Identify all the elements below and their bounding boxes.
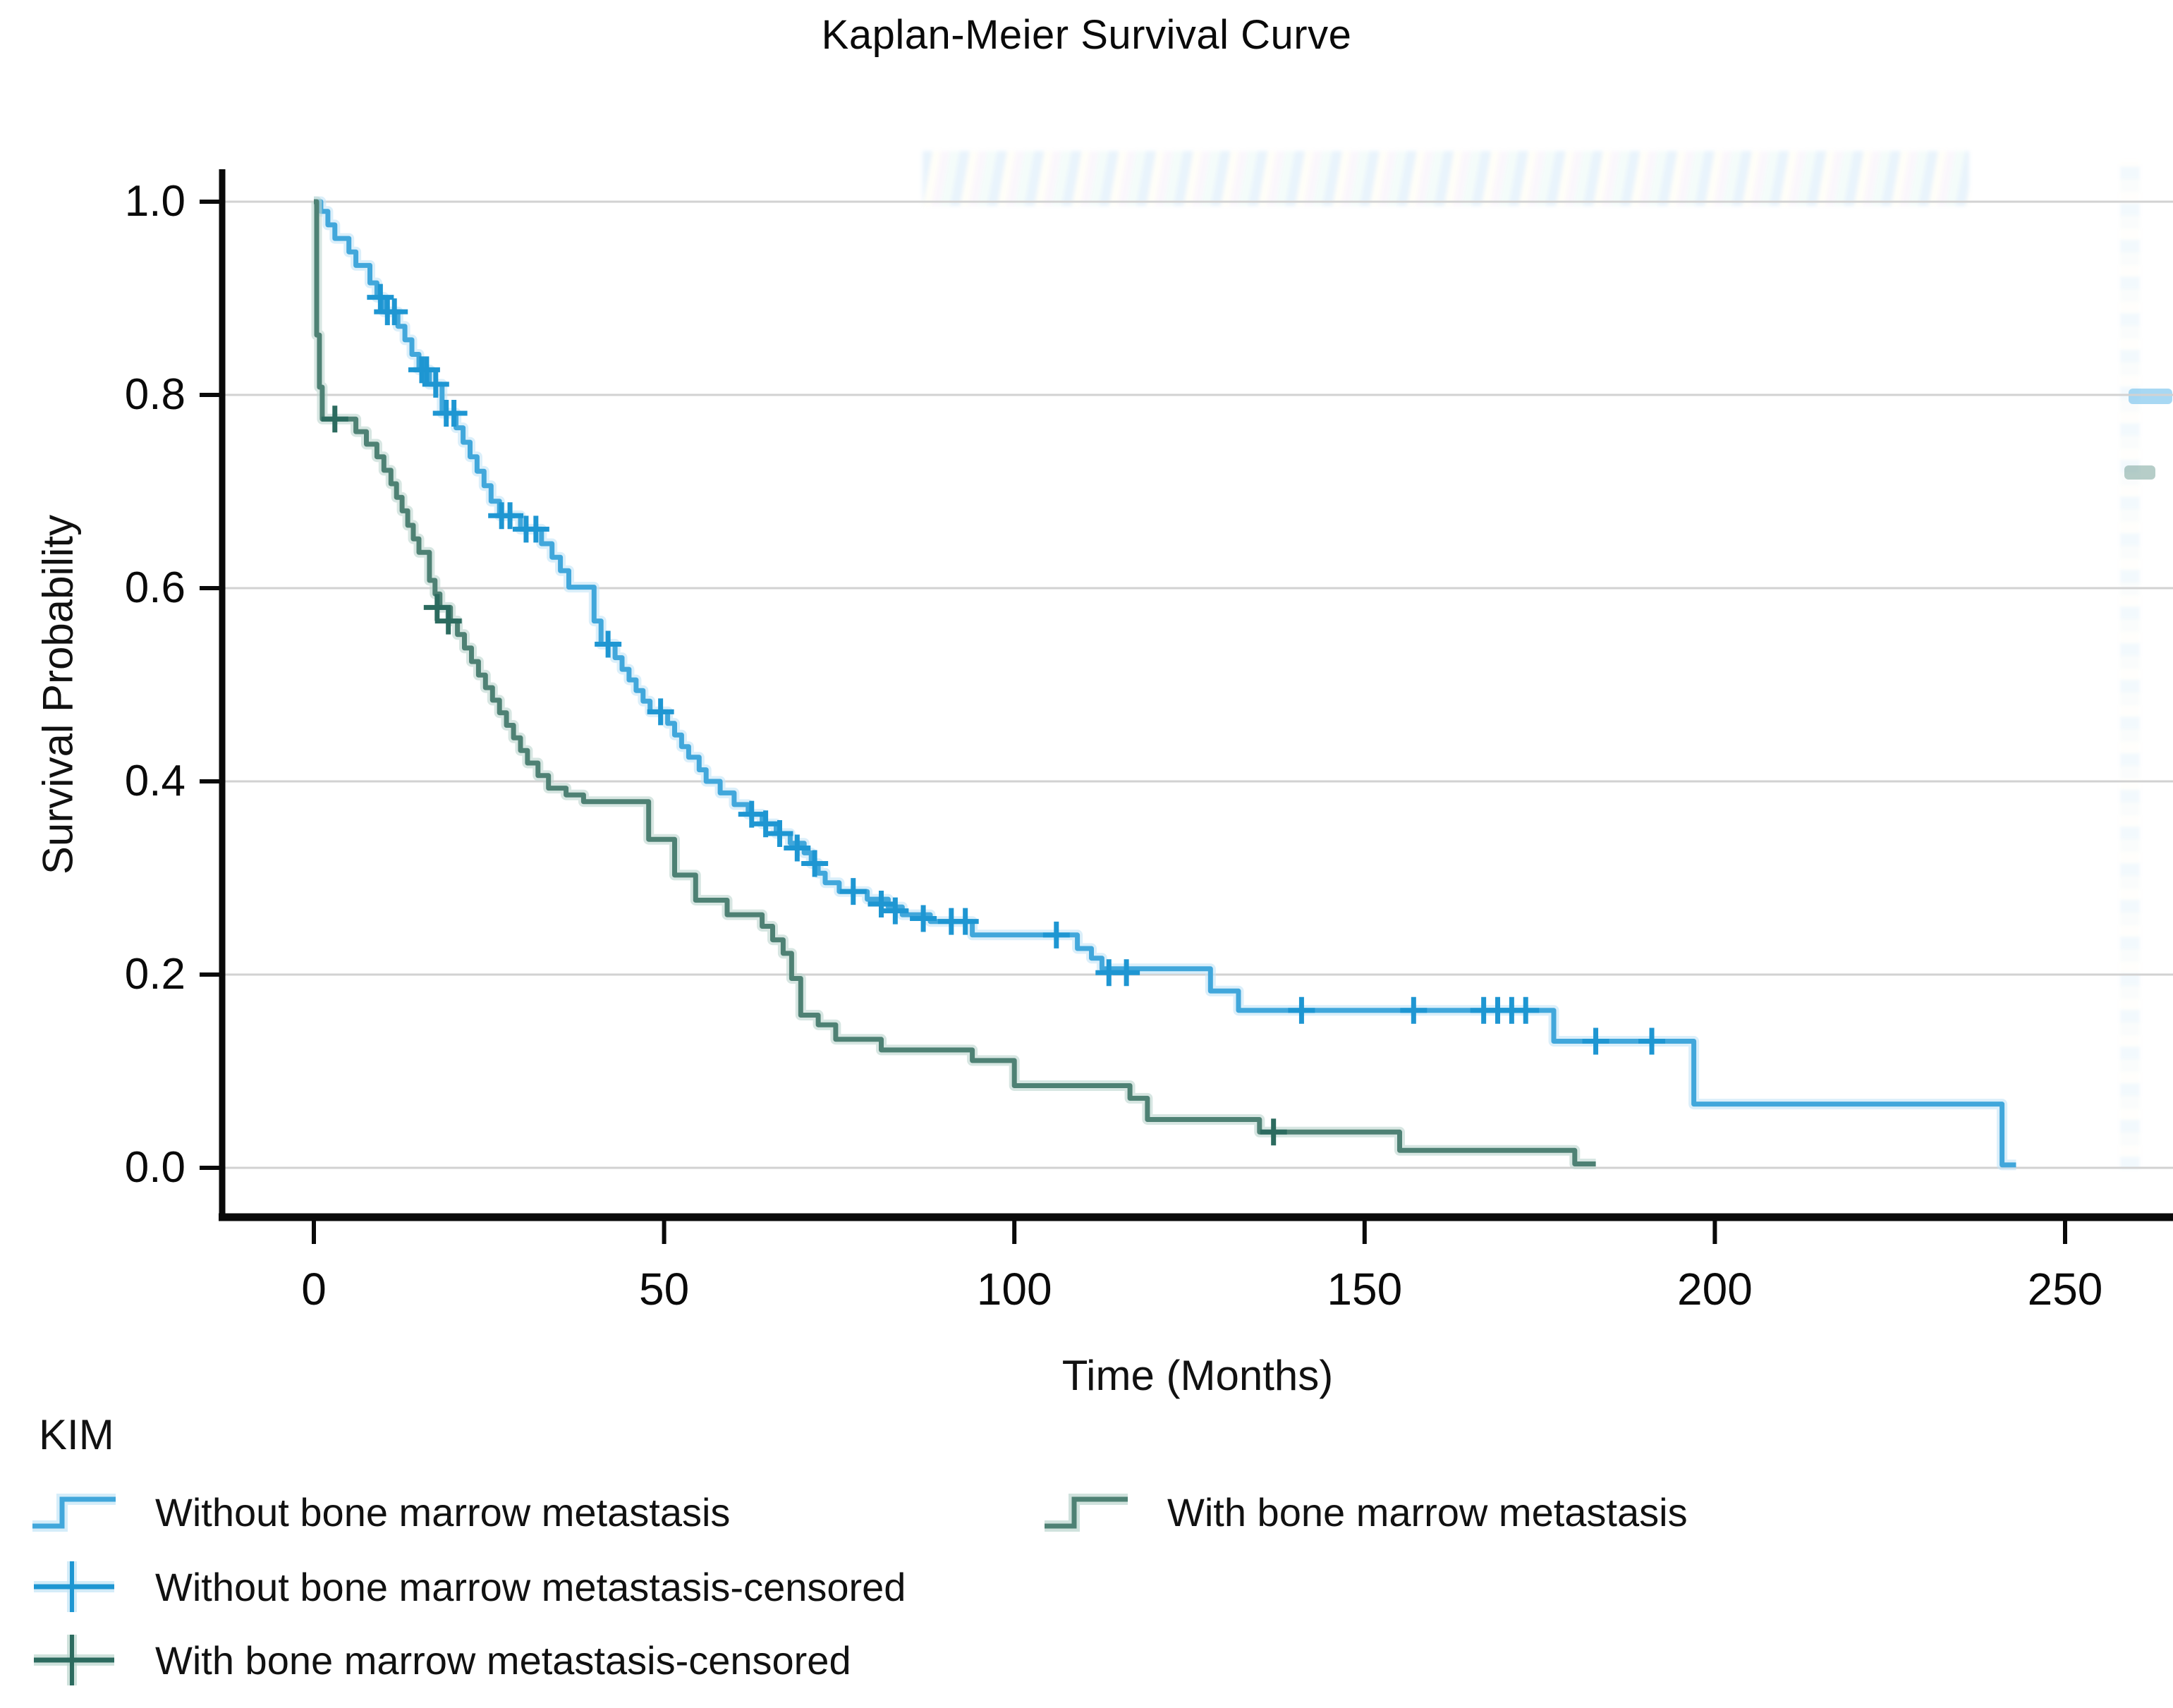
survival-curve-halo bbox=[314, 196, 2016, 1171]
legend-entry-label: Without bone marrow metastasis bbox=[155, 1489, 731, 1535]
y-tick-label: 0.6 bbox=[125, 563, 185, 612]
x-tick-label: 0 bbox=[301, 1264, 327, 1314]
legend-entry-label: Without bone marrow metastasis-censored bbox=[155, 1564, 906, 1609]
legend-entry-censored-without-bmm: Without bone marrow metastasis-censored bbox=[28, 1557, 906, 1616]
right-edge-teal-artifact bbox=[2124, 465, 2155, 480]
survival-curve-with-bmm bbox=[314, 199, 1596, 1166]
x-tick-label: 50 bbox=[639, 1264, 689, 1314]
x-axis-title: Time (Months) bbox=[1061, 1352, 1334, 1399]
y-axis-title: Survival Probability bbox=[34, 514, 82, 875]
x-tick-label: 150 bbox=[1327, 1264, 1402, 1314]
legend-entry-curve-without-bmm: Without bone marrow metastasis bbox=[28, 1482, 730, 1542]
y-tick-label: 1.0 bbox=[125, 177, 185, 226]
y-tick-label: 0.4 bbox=[125, 757, 185, 805]
survival-curve-halo bbox=[311, 196, 1596, 1169]
survival-curve-without-bmm bbox=[314, 199, 2016, 1168]
watermark-noise-band bbox=[923, 151, 1969, 206]
y-tick-label: 0.0 bbox=[125, 1143, 185, 1192]
legend-title: KIM bbox=[39, 1411, 114, 1458]
x-tick-label: 200 bbox=[1677, 1264, 1753, 1314]
right-edge-noise-column bbox=[2120, 161, 2140, 1169]
legend-entry-censored-with-bmm: With bone marrow metastasis-censored bbox=[28, 1630, 851, 1690]
legend-entry-label: With bone marrow metastasis bbox=[1167, 1489, 1688, 1535]
y-tick-label: 0.8 bbox=[125, 370, 185, 419]
y-tick-label: 0.2 bbox=[125, 950, 185, 999]
legend-entry-label: With bone marrow metastasis-censored bbox=[155, 1637, 851, 1683]
legend-entry-curve-with-bmm: With bone marrow metastasis bbox=[1040, 1482, 1688, 1542]
km-plot-area: 0.0 0.2 0.4 0.6 0.8 1.0 0 50 100 150 200 250 bbox=[125, 169, 2173, 1314]
right-edge-blue-artifact bbox=[2129, 389, 2172, 404]
x-tick-label: 100 bbox=[977, 1264, 1052, 1314]
x-tick-label: 250 bbox=[2028, 1264, 2103, 1314]
chart-title: Kaplan-Meier Survival Curve bbox=[821, 12, 1352, 58]
